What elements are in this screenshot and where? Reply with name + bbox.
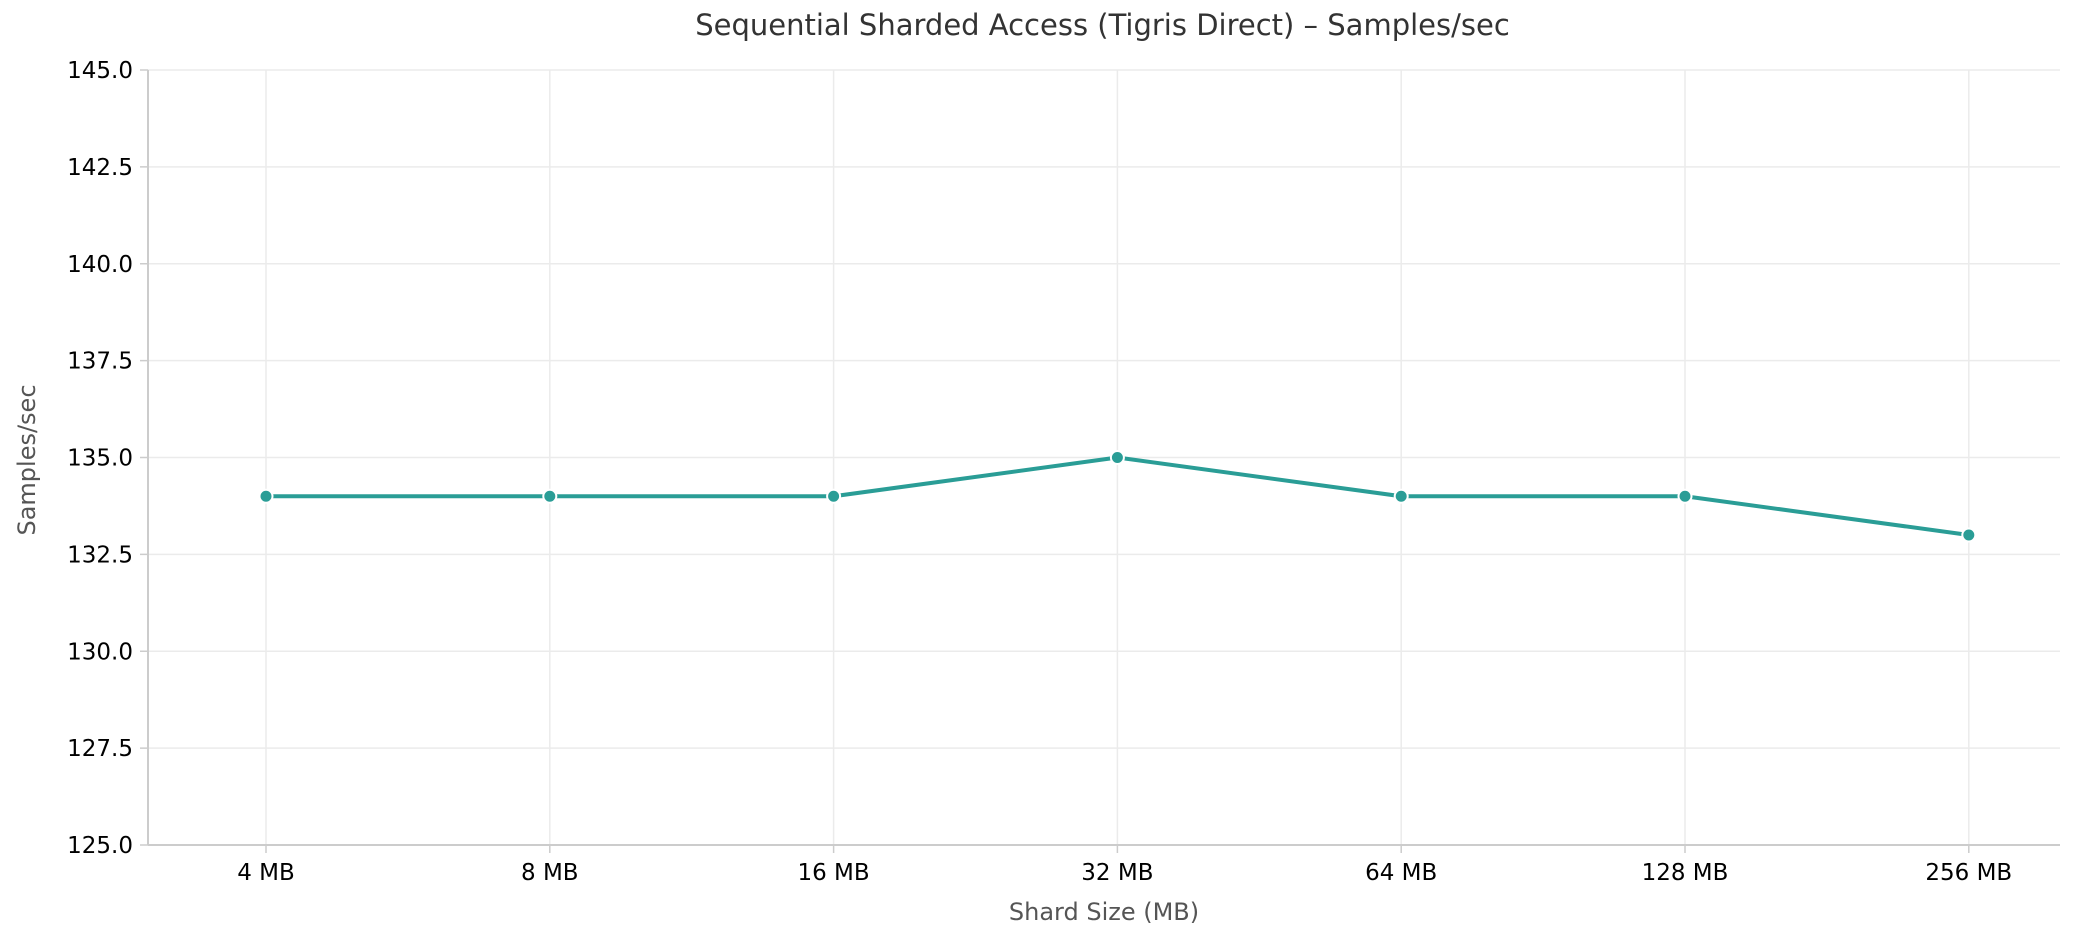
x-axis-label: Shard Size (MB) <box>1008 898 1200 926</box>
y-tick-label: 142.5 <box>67 155 133 181</box>
y-axis-ticks: 125.0 127.5 130.0 132.5 135.0 137.5 140.0 142.5… <box>67 58 148 859</box>
y-tick-label: 140.0 <box>67 252 133 278</box>
x-tick-label: 4 MB <box>237 860 295 886</box>
data-point-marker <box>1677 488 1693 504</box>
y-tick-label: 137.5 <box>67 349 133 375</box>
x-tick-label: 8 MB <box>521 860 579 886</box>
data-point-marker <box>1393 488 1409 504</box>
x-tick-label: 16 MB <box>797 860 869 886</box>
x-tick-label: 32 MB <box>1081 860 1153 886</box>
data-point-marker <box>1109 450 1125 465</box>
gridlines <box>148 69 2060 846</box>
y-tick-label: 125.0 <box>67 833 133 859</box>
data-series <box>258 450 1977 543</box>
y-tick-label: 130.0 <box>67 639 133 665</box>
x-axis-ticks: 4 MB 8 MB 16 MB 32 MB 64 MB 128 MB 256 MB <box>237 845 2012 886</box>
data-point-marker <box>258 488 274 504</box>
data-point-marker <box>542 488 558 504</box>
y-tick-label: 145.0 <box>67 58 133 84</box>
x-tick-label: 128 MB <box>1642 860 1729 886</box>
y-tick-label: 135.0 <box>67 446 133 472</box>
y-tick-label: 132.5 <box>67 542 133 568</box>
chart-title: Sequential Sharded Access (Tigris Direct… <box>695 8 1510 42</box>
x-tick-label: 256 MB <box>1925 860 2012 886</box>
x-tick-label: 64 MB <box>1365 860 1437 886</box>
data-point-marker <box>1961 527 1977 543</box>
data-point-marker <box>826 488 842 504</box>
y-tick-label: 127.5 <box>67 736 133 762</box>
